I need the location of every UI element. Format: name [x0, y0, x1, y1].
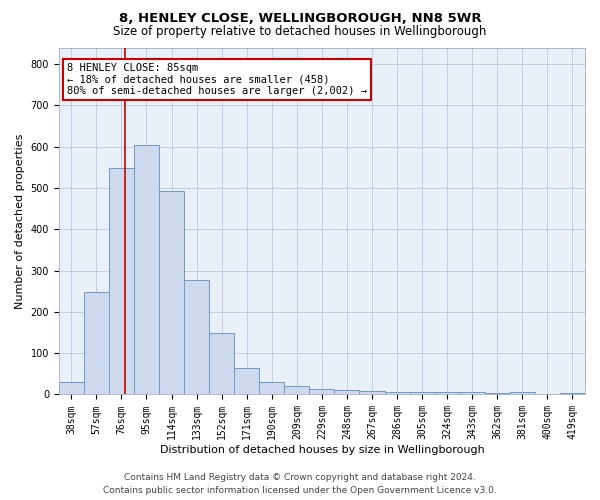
- Bar: [59, 382, 84, 394]
- Text: 8 HENLEY CLOSE: 85sqm
← 18% of detached houses are smaller (458)
80% of semi-det: 8 HENLEY CLOSE: 85sqm ← 18% of detached …: [67, 63, 367, 96]
- Bar: [259, 382, 284, 394]
- Bar: [310, 389, 334, 394]
- Text: Size of property relative to detached houses in Wellingborough: Size of property relative to detached ho…: [113, 25, 487, 38]
- Bar: [159, 191, 184, 394]
- Bar: [334, 390, 359, 394]
- Bar: [209, 334, 234, 394]
- X-axis label: Distribution of detached houses by size in Wellingborough: Distribution of detached houses by size …: [160, 445, 484, 455]
- Bar: [359, 391, 385, 394]
- Text: 8, HENLEY CLOSE, WELLINGBOROUGH, NN8 5WR: 8, HENLEY CLOSE, WELLINGBOROUGH, NN8 5WR: [119, 12, 481, 26]
- Bar: [84, 292, 109, 394]
- Bar: [134, 144, 159, 394]
- Bar: [560, 393, 585, 394]
- Bar: [434, 392, 460, 394]
- Bar: [510, 392, 535, 394]
- Y-axis label: Number of detached properties: Number of detached properties: [15, 134, 25, 308]
- Bar: [385, 392, 410, 394]
- Bar: [284, 386, 310, 394]
- Text: Contains HM Land Registry data © Crown copyright and database right 2024.
Contai: Contains HM Land Registry data © Crown c…: [103, 474, 497, 495]
- Bar: [460, 392, 485, 394]
- Bar: [485, 393, 510, 394]
- Bar: [234, 368, 259, 394]
- Bar: [410, 392, 434, 394]
- Bar: [109, 168, 134, 394]
- Bar: [184, 280, 209, 394]
